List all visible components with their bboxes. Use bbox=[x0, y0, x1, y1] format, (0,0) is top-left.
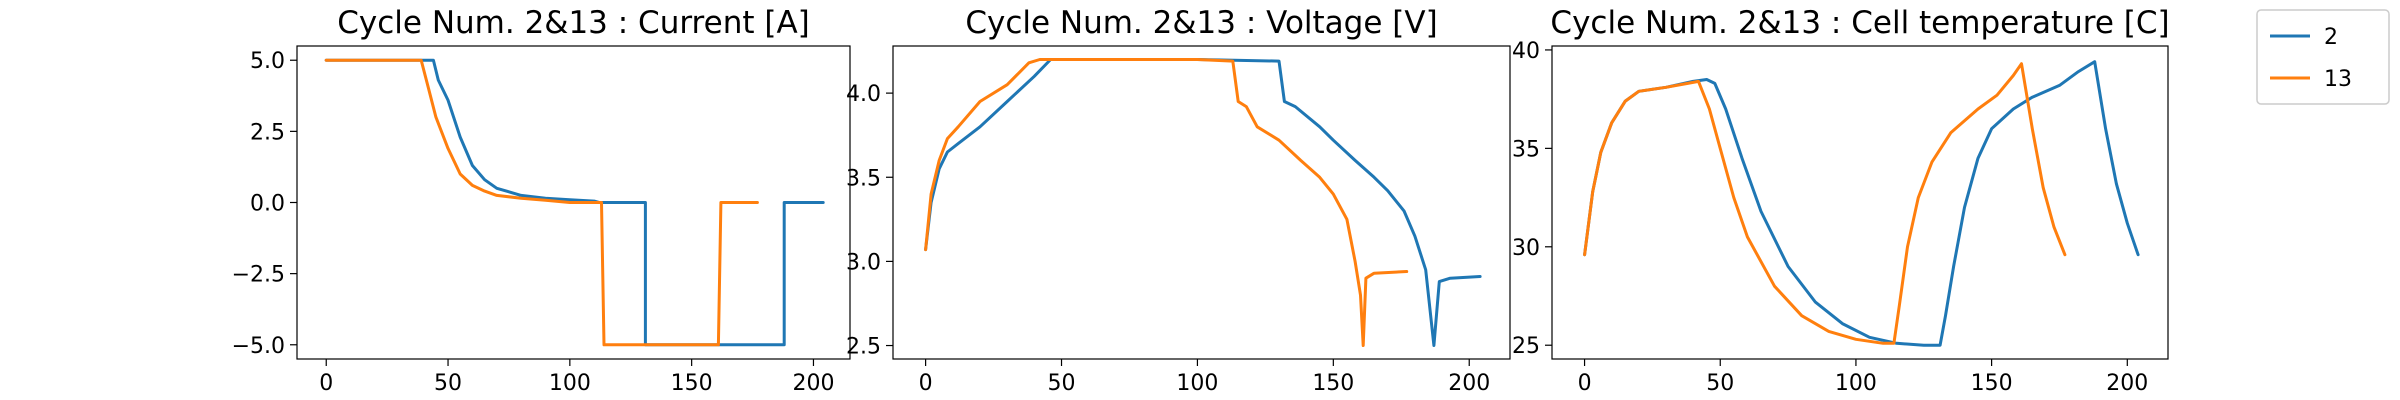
series-group bbox=[324, 58, 825, 347]
series-group bbox=[924, 58, 1482, 347]
x-tick-label: 100 bbox=[1176, 371, 1218, 396]
chart-panel-2: Cycle Num. 2&13 : Voltage [V] 0 50 100 150 20… bbox=[846, 5, 1511, 396]
x-tick-label: 0 bbox=[319, 371, 333, 396]
x-tick-label: 50 bbox=[1048, 371, 1076, 396]
y-tick-label: 5.0 bbox=[250, 49, 285, 74]
x-tick-label: 100 bbox=[1835, 371, 1877, 396]
series-line-13 bbox=[324, 58, 759, 347]
chart-title: Cycle Num. 2&13 : Current [A] bbox=[337, 5, 810, 41]
chart-panel-3: Cycle Num. 2&13 : Cell temperature [C] 0 5… bbox=[1512, 5, 2170, 396]
x-tick-label: 50 bbox=[434, 371, 462, 396]
plot-frame bbox=[1551, 45, 2169, 360]
x-tick-label: 0 bbox=[1578, 371, 1592, 396]
x-tick-label: 150 bbox=[1971, 371, 2013, 396]
plot-frame bbox=[892, 45, 1511, 360]
x-tick-label: 200 bbox=[2106, 371, 2148, 396]
x-tick-label: 200 bbox=[1448, 371, 1490, 396]
x-tick-label: 200 bbox=[792, 371, 834, 396]
series-line-13 bbox=[924, 58, 1409, 347]
x-tick-label: 150 bbox=[671, 371, 713, 396]
series-group bbox=[1583, 60, 2140, 347]
y-tick-label: 3.5 bbox=[846, 166, 881, 191]
series-line-13 bbox=[1583, 62, 2067, 345]
y-tick-label: 2.5 bbox=[846, 335, 881, 360]
legend: 2 13 bbox=[2256, 9, 2390, 105]
y-tick-label: 2.5 bbox=[250, 120, 285, 145]
x-tick-label: 150 bbox=[1312, 371, 1354, 396]
chart-title: Cycle Num. 2&13 : Cell temperature [C] bbox=[1550, 5, 2169, 41]
legend-label-2: 2 bbox=[2324, 25, 2338, 50]
y-tick-label: −2.5 bbox=[232, 263, 285, 288]
series-line-2 bbox=[924, 58, 1482, 347]
series-line-2 bbox=[1583, 60, 2140, 347]
y-tick-label: 0.0 bbox=[250, 192, 285, 217]
chart-panel-1: Cycle Num. 2&13 : Current [A] 0 50 100 150 20… bbox=[232, 5, 851, 396]
x-tick-label: 100 bbox=[549, 371, 591, 396]
chart-title: Cycle Num. 2&13 : Voltage [V] bbox=[965, 5, 1437, 41]
y-tick-label: 35 bbox=[1512, 137, 1540, 162]
y-tick-label: −5.0 bbox=[232, 334, 285, 359]
y-tick-label: 3.0 bbox=[846, 250, 881, 275]
y-tick-label: 4.0 bbox=[846, 82, 881, 107]
x-tick-label: 0 bbox=[919, 371, 933, 396]
y-tick-label: 30 bbox=[1512, 236, 1540, 261]
y-tick-label: 40 bbox=[1512, 39, 1540, 64]
y-tick-label: 25 bbox=[1512, 334, 1540, 359]
x-tick-label: 50 bbox=[1706, 371, 1734, 396]
legend-frame bbox=[2256, 9, 2390, 105]
legend-label-13: 13 bbox=[2324, 67, 2352, 92]
